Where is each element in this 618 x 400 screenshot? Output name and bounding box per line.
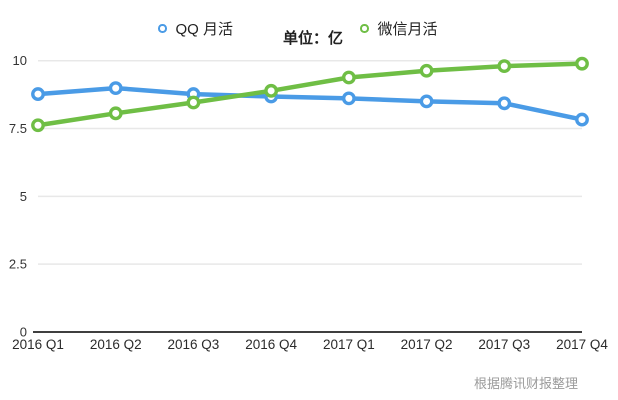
- wechat-series-marker-icon: [360, 24, 369, 33]
- legend-item-wechat[interactable]: 微信月活: [360, 18, 438, 39]
- data-point: [31, 118, 45, 133]
- qq-series-marker-icon: [158, 24, 167, 33]
- data-point: [575, 56, 589, 71]
- y-tick-label: 0: [20, 325, 27, 340]
- x-tick-label: 2016 Q4: [245, 337, 297, 352]
- data-point: [341, 70, 356, 85]
- y-tick-label: 5: [20, 189, 27, 204]
- legend-label-qq: QQ 月活: [175, 21, 234, 38]
- x-tick-label: 2016 Q2: [90, 337, 142, 352]
- x-tick-label: 2017 Q1: [323, 337, 375, 352]
- data-point: [31, 87, 45, 101]
- data-point: [497, 96, 512, 111]
- y-tick-label: 10: [13, 53, 27, 68]
- y-tick-label: 7.5: [9, 121, 27, 136]
- data-point: [108, 106, 123, 121]
- data-point: [341, 91, 356, 106]
- legend-label-wechat: 微信月活: [377, 21, 438, 38]
- source-note: 根据腾讯财报整理: [473, 376, 578, 391]
- legend-item-qq[interactable]: QQ 月活: [158, 18, 233, 39]
- x-tick-label: 2016 Q1: [12, 337, 64, 352]
- data-point: [497, 59, 512, 74]
- unit-label: 单位：亿: [283, 30, 344, 47]
- x-tick-label: 2017 Q2: [401, 337, 453, 352]
- data-point: [419, 94, 434, 109]
- x-tick-label: 2017 Q4: [556, 337, 608, 352]
- series-line: [35, 61, 585, 128]
- data-point: [108, 81, 123, 96]
- data-point: [575, 112, 589, 127]
- x-tick-label: 2017 Q3: [478, 337, 530, 352]
- data-point: [419, 63, 434, 78]
- data-point: [186, 95, 201, 110]
- series-line: [35, 85, 585, 122]
- y-tick-label: 2.5: [9, 257, 27, 272]
- x-tick-label: 2016 Q3: [168, 337, 220, 352]
- data-point: [264, 83, 279, 98]
